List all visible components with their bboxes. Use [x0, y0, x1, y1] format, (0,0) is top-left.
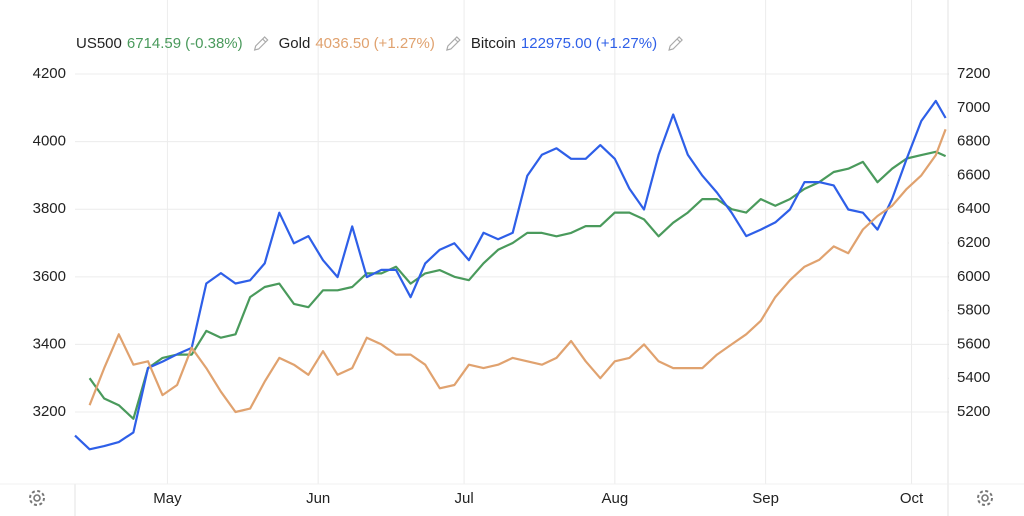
x-tick-label: Sep [752, 490, 779, 507]
x-tick-label: Oct [900, 490, 924, 507]
y2-tick-label: 6200 [957, 234, 990, 251]
legend-value: 122975.00 [521, 35, 592, 52]
edit-icon[interactable] [253, 36, 269, 51]
edit-icon[interactable] [668, 36, 683, 51]
series-line [88, 150, 947, 420]
legend-name: Gold [279, 35, 311, 52]
legend-change: (+1.27%) [596, 35, 657, 52]
grid [75, 0, 948, 484]
legend-change: (+1.27%) [374, 35, 435, 52]
x-tick-label: May [153, 490, 182, 507]
y2-tick-label: 6000 [957, 268, 990, 285]
lines [74, 99, 947, 451]
y2-tick-label: 6600 [957, 166, 990, 183]
x-tick-label: Aug [601, 490, 628, 507]
y2-tick-label: 6800 [957, 133, 990, 150]
legend: US500 6714.59 (-0.38%) Gold 4036.50 (+1.27%) B… [76, 35, 683, 52]
legend-name: US500 [76, 35, 122, 52]
y-tick-label: 3800 [33, 200, 66, 217]
legend-change: (-0.38%) [185, 35, 243, 52]
y-tick-label: 3200 [33, 403, 66, 420]
y-tick-label: 3400 [33, 335, 66, 352]
legend-value: 4036.50 [315, 35, 369, 52]
x-tick-label: Jun [306, 490, 330, 507]
y2-tick-label: 6400 [957, 200, 990, 217]
edit-icon[interactable] [446, 36, 461, 51]
y2-tick-label: 5400 [957, 369, 990, 386]
y2-tick-label: 7000 [957, 99, 990, 116]
settings-icon-left[interactable] [29, 490, 45, 506]
pencil [253, 36, 269, 51]
series-line [88, 128, 947, 414]
y-tick-label: 3600 [33, 268, 66, 285]
legend-value: 6714.59 [127, 35, 181, 52]
series-line [74, 99, 947, 451]
y2-tick-label: 5200 [957, 403, 990, 420]
axis-labels: May Jun Jul Aug Sep Oct 3200 3400 3600 3800 4000 42… [33, 65, 991, 507]
y-tick-label: 4200 [33, 65, 66, 82]
y2-tick-label: 5600 [957, 335, 990, 352]
pencil [668, 36, 683, 51]
legend-name: Bitcoin [471, 35, 516, 52]
x-tick-label: Jul [454, 490, 473, 507]
y-tick-label: 4000 [33, 133, 66, 150]
settings-icon-right[interactable] [977, 490, 993, 506]
pencil [446, 36, 461, 51]
y2-tick-label: 5800 [957, 302, 990, 319]
y2-tick-label: 7200 [957, 65, 990, 82]
